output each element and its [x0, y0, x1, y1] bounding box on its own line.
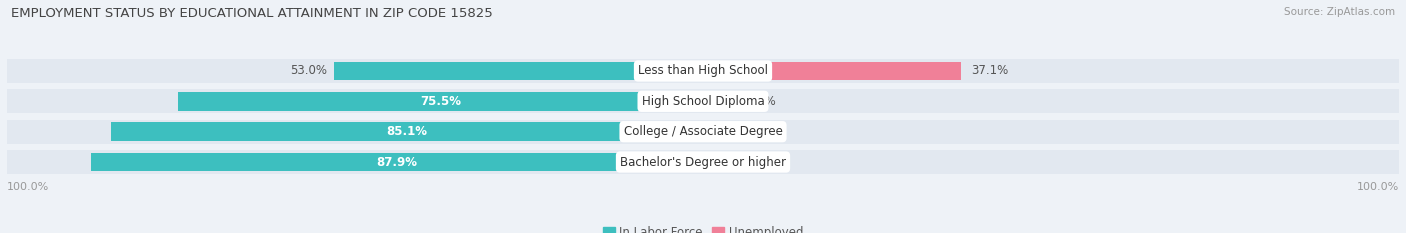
Text: College / Associate Degree: College / Associate Degree	[624, 125, 782, 138]
Bar	[703, 62, 962, 80]
Text: EMPLOYMENT STATUS BY EDUCATIONAL ATTAINMENT IN ZIP CODE 15825: EMPLOYMENT STATUS BY EDUCATIONAL ATTAINM…	[11, 7, 494, 20]
Text: 85.1%: 85.1%	[387, 125, 427, 138]
Text: 87.9%: 87.9%	[377, 155, 418, 168]
Bar	[703, 122, 724, 141]
Bar	[7, 150, 1399, 174]
Text: 75.5%: 75.5%	[420, 95, 461, 108]
Legend: In Labor Force, Unemployed: In Labor Force, Unemployed	[598, 221, 808, 233]
Text: 4.8%: 4.8%	[747, 155, 776, 168]
Text: Source: ZipAtlas.com: Source: ZipAtlas.com	[1284, 7, 1395, 17]
Text: 100.0%: 100.0%	[1357, 182, 1399, 192]
Text: 37.1%: 37.1%	[972, 65, 1010, 78]
Text: 4.8%: 4.8%	[747, 95, 776, 108]
Bar	[111, 122, 703, 141]
Bar	[7, 89, 1399, 113]
Text: High School Diploma: High School Diploma	[641, 95, 765, 108]
Bar	[7, 59, 1399, 83]
Bar	[703, 92, 737, 111]
Bar	[7, 120, 1399, 144]
Text: 53.0%: 53.0%	[290, 65, 328, 78]
Bar	[703, 153, 737, 171]
Text: Bachelor's Degree or higher: Bachelor's Degree or higher	[620, 155, 786, 168]
Text: 3.0%: 3.0%	[734, 125, 763, 138]
Text: Less than High School: Less than High School	[638, 65, 768, 78]
Bar	[177, 92, 703, 111]
Bar	[91, 153, 703, 171]
Bar	[335, 62, 703, 80]
Text: 100.0%: 100.0%	[7, 182, 49, 192]
